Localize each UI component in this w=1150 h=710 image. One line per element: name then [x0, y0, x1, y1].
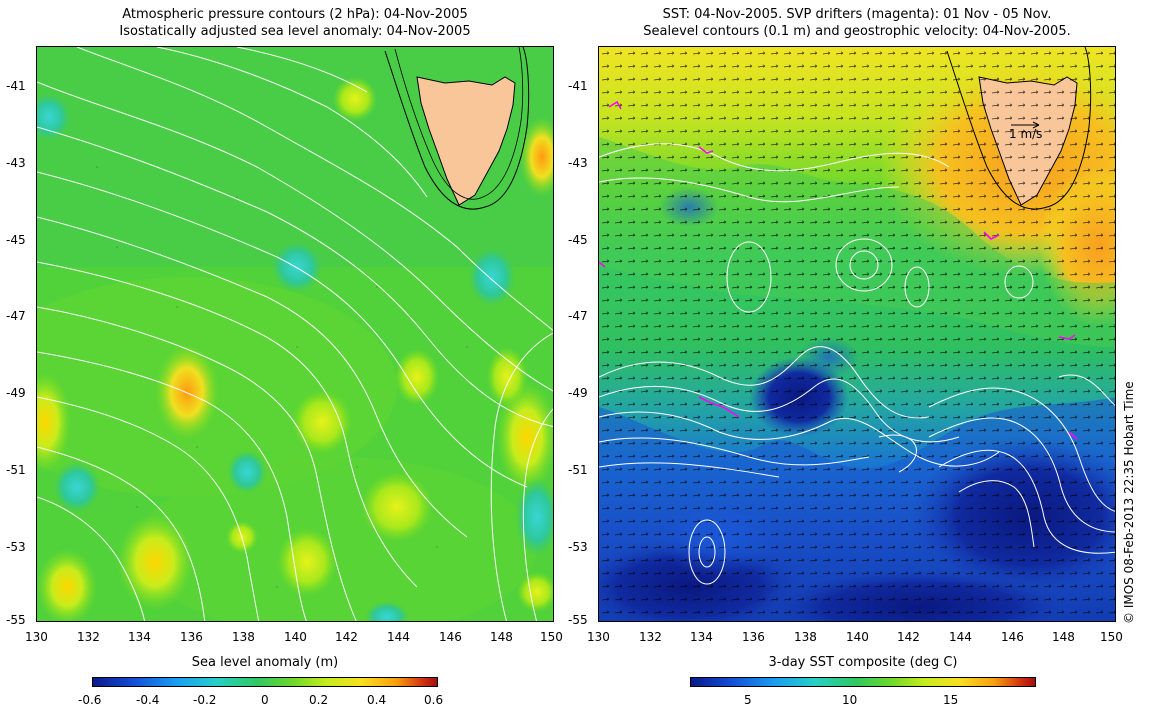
colorbar-tick: -0.2 [193, 693, 217, 707]
lat-label: -53 [6, 540, 26, 554]
lat-label: -55 [568, 613, 588, 627]
colorbar-tick: 5 [744, 693, 752, 707]
lat-label: -41 [6, 79, 26, 93]
lon-label: 140 [846, 630, 869, 644]
lat-label: -53 [568, 540, 588, 554]
colorbar-tick: 15 [943, 693, 959, 707]
sst-map: 1 m/s [598, 46, 1116, 622]
right-map-title: SST: 04-Nov-2005. SVP drifters (magenta)… [598, 6, 1116, 40]
lon-label: 150 [540, 630, 563, 644]
lon-label: 148 [490, 630, 513, 644]
lat-label: -49 [6, 386, 26, 400]
sla-colorbar [92, 677, 438, 687]
lat-label: -55 [6, 613, 26, 627]
lon-label: 144 [949, 630, 972, 644]
lon-label: 132 [639, 630, 662, 644]
right-colorbar-title: 3-day SST composite (deg C) [768, 655, 958, 670]
lat-label: -43 [6, 156, 26, 170]
sst-colorbar [690, 677, 1036, 687]
lon-label: 134 [690, 630, 713, 644]
colorbar-tick: 10 [842, 693, 858, 707]
lat-label: -47 [568, 309, 588, 323]
lon-label: 142 [897, 630, 920, 644]
lon-label: 134 [128, 630, 151, 644]
left-colorbar-title: Sea level anomaly (m) [191, 655, 339, 670]
lon-label: 136 [180, 630, 203, 644]
lon-label: 138 [232, 630, 255, 644]
lon-label: 132 [77, 630, 100, 644]
lat-label: -45 [6, 233, 26, 247]
scale-arrow-label: 1 m/s [1009, 127, 1043, 141]
colorbar-tick: 0 [261, 693, 269, 707]
lat-label: -43 [568, 156, 588, 170]
lon-label: 148 [1052, 630, 1075, 644]
left-map-title: Atmospheric pressure contours (2 hPa): 0… [36, 6, 554, 40]
lon-label: 146 [1001, 630, 1024, 644]
imos-credit: © IMOS 08-Feb-2013 22:35 Hobart Time [1122, 381, 1136, 624]
lon-label: 144 [387, 630, 410, 644]
sla-high-136w49s [155, 344, 219, 440]
lat-label: -51 [6, 463, 26, 477]
colorbar-tick: 0.4 [367, 693, 387, 707]
lat-label: -51 [568, 463, 588, 477]
lon-label: 138 [794, 630, 817, 644]
sea-level-anomaly-map [36, 46, 554, 622]
colorbar-tick: -0.4 [136, 693, 160, 707]
right-title-line2: Sealevel contours (0.1 m) and geostrophi… [643, 24, 1071, 39]
left-title-line2: Isostatically adjusted sea level anomaly… [119, 24, 471, 39]
colorbar-tick: 0.6 [424, 693, 444, 707]
right-title-line1: SST: 04-Nov-2005. SVP drifters (magenta)… [662, 7, 1052, 22]
lon-label: 140 [284, 630, 307, 644]
lat-label: -45 [568, 233, 588, 247]
lat-label: -49 [568, 386, 588, 400]
lon-label: 130 [25, 630, 48, 644]
lon-label: 136 [742, 630, 765, 644]
lon-label: 142 [335, 630, 358, 644]
left-title-line1: Atmospheric pressure contours (2 hPa): 0… [122, 7, 468, 22]
tasmania-land [416, 76, 516, 206]
lat-label: -47 [6, 309, 26, 323]
lon-label: 150 [1100, 630, 1123, 644]
colorbar-tick: -0.6 [78, 693, 102, 707]
colorbar-tick: 0.2 [309, 693, 329, 707]
lat-label: -41 [568, 79, 588, 93]
lon-label: 146 [439, 630, 462, 644]
lon-label: 130 [587, 630, 610, 644]
